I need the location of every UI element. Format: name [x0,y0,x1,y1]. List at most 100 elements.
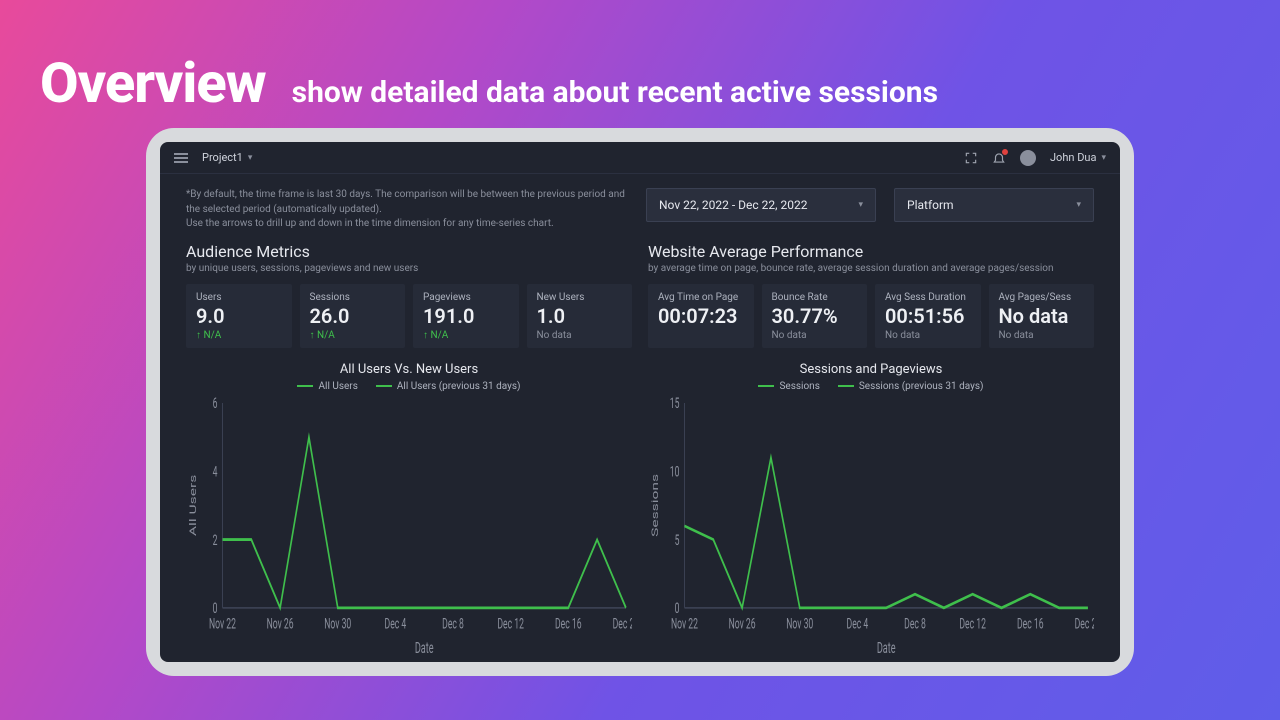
notification-badge [1001,148,1009,156]
page-headline: Overview show detailed data about recent… [40,50,1240,116]
svg-text:10: 10 [670,463,680,480]
chart-legend: All Users All Users (previous 31 days) [186,381,632,392]
project-selector[interactable]: Project1 ▾ [202,151,252,164]
metric-value: 1.0 [537,305,623,328]
svg-text:Sessions: Sessions [650,473,661,536]
legend-item: All Users [318,381,357,392]
svg-text:2: 2 [213,531,218,548]
svg-text:Dec 20: Dec 20 [613,615,632,632]
chart-legend: Sessions Sessions (previous 31 days) [648,381,1094,392]
performance-metric-card: Bounce Rate 30.77% No data [762,284,868,348]
chevron-down-icon: ▾ [1076,200,1081,210]
menu-icon[interactable] [174,153,188,163]
performance-panel: Website Average Performance by average t… [648,242,1094,348]
svg-text:Dec 4: Dec 4 [847,615,869,632]
svg-text:0: 0 [675,599,680,616]
controls-row: *By default, the time frame is last 30 d… [186,188,1094,232]
device-frame: Project1 ▾ John Dua ▾ [146,128,1134,676]
metric-label: Pageviews [423,292,509,303]
legend-item: Sessions (previous 31 days) [859,381,984,392]
panel-subtitle: by unique users, sessions, pageviews and… [186,263,632,274]
audience-metric-card: Users 9.0 ↑ N/A [186,284,292,348]
metric-label: Avg Time on Page [658,292,744,303]
svg-text:Nov 22: Nov 22 [671,615,698,632]
chevron-down-icon: ▾ [1101,153,1106,163]
metric-delta: ↑ N/A [196,330,282,341]
audience-metric-card: Pageviews 191.0 ↑ N/A [413,284,519,348]
metric-label: Users [196,292,282,303]
svg-text:Date: Date [415,639,434,656]
platform-selector[interactable]: Platform ▾ [894,188,1094,222]
svg-text:Dec 8: Dec 8 [442,615,464,632]
date-range-value: Nov 22, 2022 - Dec 22, 2022 [659,198,807,212]
platform-label: Platform [907,198,954,212]
svg-text:Dec 16: Dec 16 [1017,615,1044,632]
svg-text:Nov 26: Nov 26 [267,615,294,632]
legend-item: Sessions [779,381,819,392]
metric-value: No data [999,305,1085,328]
metric-label: Avg Pages/Sess [999,292,1085,303]
chevron-down-icon: ▾ [248,153,253,163]
svg-text:Nov 30: Nov 30 [786,615,813,632]
dashboard-screen: Project1 ▾ John Dua ▾ [160,142,1120,662]
user-name: John Dua [1050,151,1096,164]
svg-text:Date: Date [877,639,896,656]
hint-line-2: Use the arrows to drill up and down in t… [186,217,628,232]
hint-text: *By default, the time frame is last 30 d… [186,188,628,232]
panel-title: Website Average Performance [648,242,1094,261]
performance-metric-card: Avg Pages/Sess No data No data [989,284,1095,348]
panel-subtitle: by average time on page, bounce rate, av… [648,263,1094,274]
chevron-down-icon: ▾ [858,200,863,210]
performance-metric-card: Avg Sess Duration 00:51:56 No data [875,284,981,348]
legend-item: All Users (previous 31 days) [397,381,521,392]
svg-text:Dec 16: Dec 16 [555,615,582,632]
svg-text:Nov 26: Nov 26 [729,615,756,632]
hint-line-1: *By default, the time frame is last 30 d… [186,188,628,217]
svg-text:Dec 12: Dec 12 [497,615,524,632]
svg-text:Dec 12: Dec 12 [959,615,986,632]
svg-text:Dec 20: Dec 20 [1075,615,1094,632]
svg-text:6: 6 [213,396,218,412]
headline-title: Overview [40,50,266,116]
metric-label: Avg Sess Duration [885,292,971,303]
svg-text:Nov 30: Nov 30 [324,615,351,632]
svg-text:0: 0 [213,599,218,616]
svg-text:15: 15 [670,396,680,412]
fullscreen-icon[interactable] [964,151,978,165]
metric-delta: No data [772,330,858,341]
headline-subtitle: show detailed data about recent active s… [292,75,938,110]
notifications-icon[interactable] [992,151,1006,165]
metric-delta: ↑ N/A [423,330,509,341]
metric-value: 26.0 [310,305,396,328]
chart-all-users: All Users Vs. New Users All Users All Us… [186,358,632,657]
metric-delta: ↑ N/A [310,330,396,341]
panel-title: Audience Metrics [186,242,632,261]
performance-metric-card: Avg Time on Page 00:07:23 [648,284,754,348]
audience-metric-card: New Users 1.0 No data [527,284,633,348]
metric-delta: No data [999,330,1085,341]
metric-value: 00:51:56 [885,305,971,328]
audience-metric-card: Sessions26.0↑ N/A [300,284,406,348]
metric-value: 9.0 [196,305,282,328]
svg-text:Dec 8: Dec 8 [904,615,926,632]
svg-text:Dec 4: Dec 4 [385,615,407,632]
audience-panel: Audience Metrics by unique users, sessio… [186,242,632,348]
metric-label: Bounce Rate [772,292,858,303]
chart-title: Sessions and Pageviews [648,362,1094,377]
date-range-selector[interactable]: Nov 22, 2022 - Dec 22, 2022 ▾ [646,188,876,222]
metric-value: 191.0 [423,305,509,328]
avatar[interactable] [1020,150,1036,166]
svg-text:All Users: All Users [188,474,199,535]
topbar: Project1 ▾ John Dua ▾ [160,142,1120,174]
metric-label: New Users [537,292,623,303]
chart-sessions: Sessions and Pageviews Sessions Sessions… [648,358,1094,657]
metric-delta: No data [537,330,623,341]
metric-value: 30.77% [772,305,858,328]
svg-text:4: 4 [213,463,218,480]
svg-text:5: 5 [675,531,680,548]
user-menu[interactable]: John Dua ▾ [1050,151,1106,164]
metric-value: 00:07:23 [658,305,744,328]
svg-text:Nov 22: Nov 22 [209,615,236,632]
metric-delta: No data [885,330,971,341]
chart-title: All Users Vs. New Users [186,362,632,377]
